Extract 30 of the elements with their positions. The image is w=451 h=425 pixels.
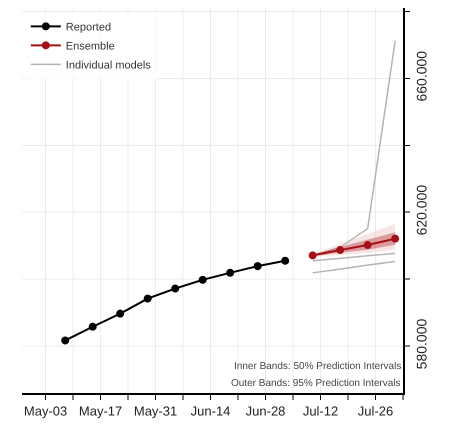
x-tick-label: May-03 bbox=[24, 403, 68, 418]
x-tick-label: May-31 bbox=[134, 403, 178, 418]
point bbox=[336, 246, 344, 254]
y-tick-label: 580.000 bbox=[414, 318, 430, 370]
legend-label: Ensemble bbox=[66, 40, 115, 53]
point bbox=[144, 294, 152, 303]
annotation: Outer Bands: 95% Prediction Intervals bbox=[231, 378, 401, 389]
point bbox=[308, 251, 317, 260]
y-tick-label: 660.000 bbox=[414, 50, 430, 102]
point bbox=[61, 336, 70, 344]
point bbox=[364, 241, 372, 250]
x-tick-label: Jul-26 bbox=[358, 403, 394, 418]
point bbox=[281, 256, 290, 265]
y-tick-label: 620.000 bbox=[414, 184, 430, 236]
x-tick-label: Jun-14 bbox=[190, 403, 230, 418]
x-tick-label: Jun-28 bbox=[246, 403, 286, 418]
annotation: Inner Bands: 50% Prediction Intervals bbox=[234, 361, 402, 372]
point bbox=[88, 322, 97, 331]
line-series bbox=[312, 260, 396, 274]
line-series bbox=[312, 252, 396, 262]
point bbox=[171, 284, 180, 293]
point bbox=[254, 262, 262, 270]
point bbox=[116, 310, 124, 318]
point bbox=[226, 268, 234, 277]
legend-label: Reported bbox=[66, 22, 112, 34]
x-tick-label: Jul-12 bbox=[302, 403, 338, 418]
point bbox=[198, 276, 207, 284]
x-tick-label: May-17 bbox=[78, 403, 122, 418]
legend-label: Individual models bbox=[66, 60, 152, 72]
point bbox=[391, 234, 400, 243]
